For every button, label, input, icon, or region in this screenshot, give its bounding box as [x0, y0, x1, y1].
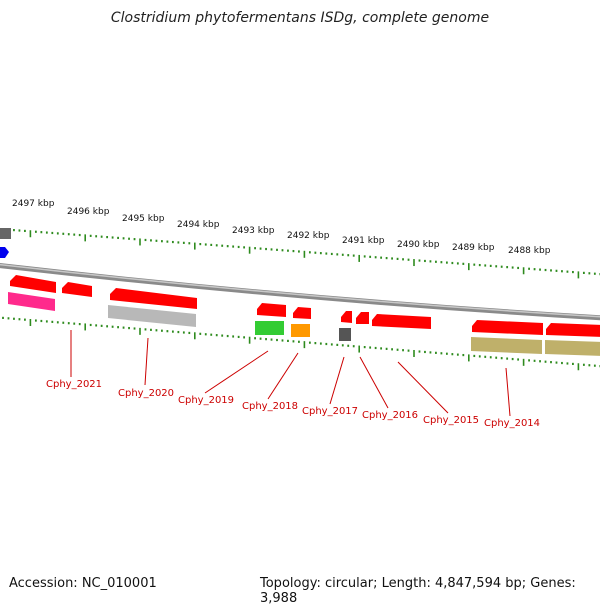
- gene-label-cphy-2021: Cphy_2021: [46, 379, 102, 390]
- scale-label-2497: 2497 kbp: [12, 199, 55, 209]
- gray-feature-cphy-2020: [108, 305, 196, 327]
- label-leader-lines: [70, 330, 511, 417]
- genome-backbone: [0, 263, 600, 321]
- gene-arrows: [10, 275, 600, 337]
- leader-cphy-2015: [397, 361, 449, 414]
- leader-cphy-2019: [204, 350, 269, 394]
- gene-label-cphy-2019: Cphy_2019: [178, 395, 234, 406]
- gene-arrow-cphy-2014: [472, 320, 543, 335]
- gene-labels: Cphy_2021 Cphy_2020 Cphy_2019 Cphy_2018 …: [46, 379, 540, 429]
- gene-label-cphy-2015: Cphy_2015: [423, 415, 479, 426]
- scale-label-2490: 2490 kbp: [397, 240, 440, 250]
- olive-feature-cphy-2014: [471, 337, 542, 354]
- gene-arrow-cphy-2021b: [62, 282, 92, 297]
- olive-feature-cphy-2013: [545, 340, 600, 356]
- scale-label-2492: 2492 kbp: [287, 231, 330, 241]
- gene-arrow-cphy-2013: [546, 323, 600, 337]
- map-title: Clostridium phytofermentans ISDg, comple…: [110, 10, 490, 26]
- leader-cphy-2018: [267, 352, 299, 400]
- gene-arrow-cphy-2018b: [293, 307, 311, 319]
- gene-arrow-cphy-2017: [341, 311, 352, 323]
- scale-label-2495: 2495 kbp: [122, 214, 165, 224]
- feature-bars: [8, 292, 600, 356]
- green-feature-cphy-2019: [255, 321, 284, 335]
- scale-label-2491: 2491 kbp: [342, 236, 385, 246]
- scale-label-2488: 2488 kbp: [508, 246, 551, 256]
- dark-feature-cphy-2017: [339, 328, 351, 341]
- pink-feature: [8, 292, 55, 311]
- gene-arrow-cphy-2021: [10, 275, 56, 293]
- leader-cphy-2016: [359, 356, 389, 409]
- gene-arrow-cphy-2018: [257, 303, 286, 317]
- scale-label-2489: 2489 kbp: [452, 243, 495, 253]
- gene-label-cphy-2014: Cphy_2014: [484, 418, 540, 429]
- leader-cphy-2020: [144, 337, 149, 386]
- dark-feature-left: [0, 228, 11, 239]
- leader-cphy-2014: [505, 367, 511, 417]
- orange-feature-cphy-2018: [291, 324, 310, 337]
- topology-text: Topology: circular; Length: 4,847,594 bp…: [260, 576, 576, 606]
- top-scale-ticks: [2, 228, 600, 279]
- genome-backbone-highlight: [0, 263, 600, 318]
- blue-feature-arrow: [0, 247, 9, 258]
- leader-cphy-2017: [329, 356, 345, 405]
- gene-label-cphy-2016: Cphy_2016: [362, 410, 418, 421]
- bottom-scale-ticks: [2, 316, 600, 371]
- gene-label-cphy-2017: Cphy_2017: [302, 406, 358, 417]
- gene-arrow-cphy-2016: [356, 312, 369, 324]
- scale-labels: 2497 kbp 2496 kbp 2495 kbp 2494 kbp 2493…: [12, 199, 551, 256]
- gene-arrow-cphy-2015: [372, 314, 431, 329]
- gene-arrow-cphy-2020: [110, 288, 197, 309]
- gene-label-cphy-2018: Cphy_2018: [242, 401, 298, 412]
- accession-text: Accession: NC_010001: [9, 576, 157, 591]
- scale-label-2493: 2493 kbp: [232, 226, 275, 236]
- scale-label-2494: 2494 kbp: [177, 220, 220, 230]
- gene-label-cphy-2020: Cphy_2020: [118, 388, 174, 399]
- scale-label-2496: 2496 kbp: [67, 207, 110, 217]
